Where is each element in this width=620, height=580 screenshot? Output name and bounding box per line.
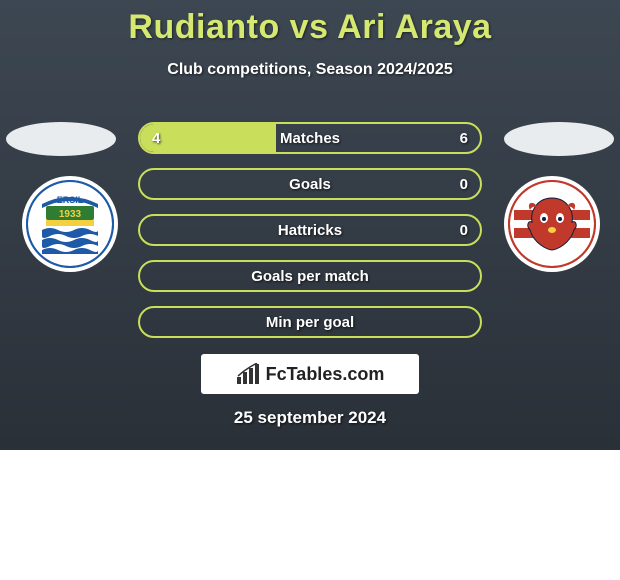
madura-united-crest-icon	[508, 180, 596, 268]
stat-label: Hattricks	[140, 222, 480, 239]
stat-right-value: 0	[460, 222, 468, 239]
comparison-card: Rudianto vs Ari Araya Club competitions,…	[0, 0, 620, 450]
stats-list: 4 Matches 6 Goals 0 Hattricks 0 Goals pe…	[138, 122, 482, 352]
bar-chart-icon	[236, 363, 262, 385]
club-badge-right	[504, 176, 600, 272]
stat-row-matches: 4 Matches 6	[138, 122, 482, 154]
stat-label: Min per goal	[140, 314, 480, 331]
player-avatar-right	[504, 122, 614, 156]
stat-row-hattricks: Hattricks 0	[138, 214, 482, 246]
svg-text:ERSIL: ERSIL	[57, 195, 84, 205]
stat-row-min-per-goal: Min per goal	[138, 306, 482, 338]
stat-right-value: 0	[460, 176, 468, 193]
persib-crest-icon: ERSIL 1933	[26, 180, 114, 268]
player-avatar-left	[6, 122, 116, 156]
stat-row-goals-per-match: Goals per match	[138, 260, 482, 292]
stat-label: Goals per match	[140, 268, 480, 285]
page-subtitle: Club competitions, Season 2024/2025	[0, 61, 620, 79]
page-title: Rudianto vs Ari Araya	[0, 0, 620, 47]
stat-right-value: 6	[460, 130, 468, 147]
brand-link[interactable]: FcTables.com	[201, 354, 419, 394]
brand-text: FcTables.com	[266, 364, 385, 385]
stat-label: Matches	[140, 130, 480, 147]
snapshot-date: 25 september 2024	[0, 408, 620, 428]
stat-row-goals: Goals 0	[138, 168, 482, 200]
stat-label: Goals	[140, 176, 480, 193]
club-badge-left: ERSIL 1933	[22, 176, 118, 272]
svg-text:1933: 1933	[59, 209, 82, 220]
